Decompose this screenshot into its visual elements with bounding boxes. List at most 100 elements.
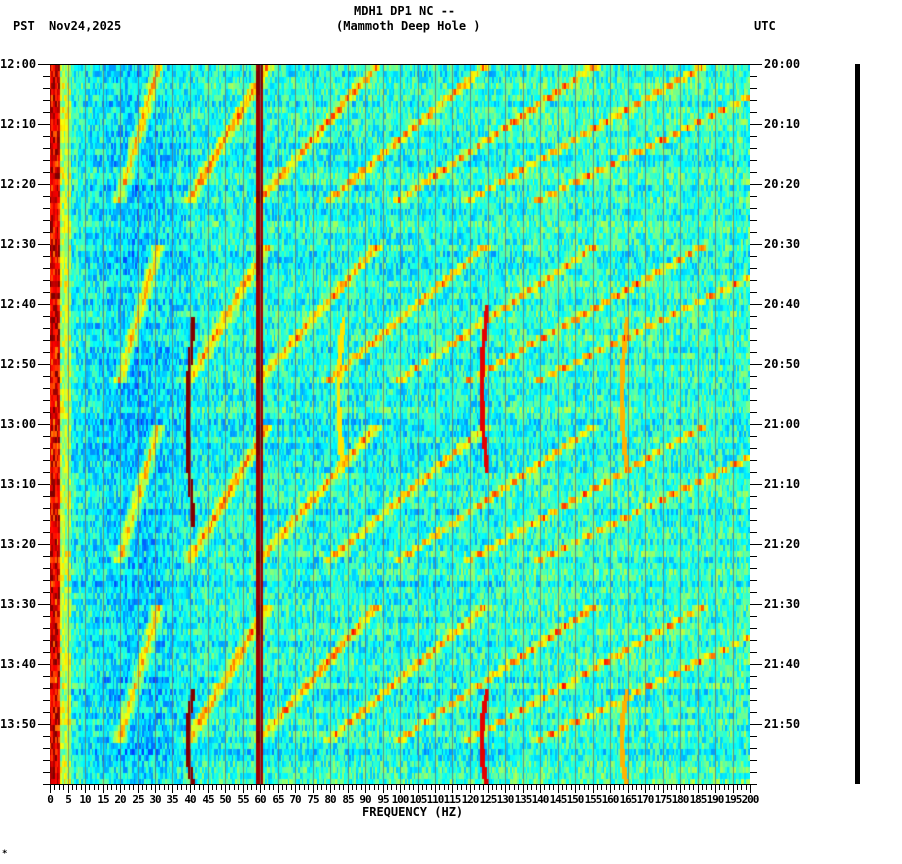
y-label-utc: 21:40	[764, 657, 801, 671]
x-tick	[444, 784, 445, 790]
x-tick	[282, 784, 283, 790]
x-tick	[76, 784, 77, 790]
x-tick	[488, 784, 489, 793]
y-tick-left	[43, 328, 50, 329]
y-tick-right	[750, 448, 757, 449]
x-tick	[426, 784, 427, 790]
y-tick-right	[750, 580, 757, 581]
y-tick-left	[43, 352, 50, 353]
x-tick	[260, 784, 261, 793]
x-tick	[348, 784, 349, 793]
x-tick	[649, 784, 650, 790]
x-tick	[129, 784, 130, 790]
x-tick	[597, 784, 598, 790]
y-label-utc: 21:20	[764, 537, 801, 551]
x-tick	[544, 784, 545, 790]
x-tick	[527, 784, 528, 790]
x-tick	[181, 784, 182, 790]
y-tick-right	[750, 532, 757, 533]
x-tick	[339, 784, 340, 790]
y-tick-left	[43, 268, 50, 269]
y-tick-left	[43, 316, 50, 317]
y-label-utc: 21:50	[764, 717, 801, 731]
y-tick-right	[750, 700, 757, 701]
x-tick	[269, 784, 270, 790]
y-label-pst: 12:30	[0, 237, 37, 251]
x-tick	[343, 784, 344, 790]
x-tick	[247, 784, 248, 790]
y-tick-left	[38, 244, 50, 245]
x-tick	[593, 784, 594, 793]
x-tick	[505, 784, 506, 793]
y-tick-left	[43, 712, 50, 713]
y-tick-right	[750, 88, 757, 89]
y-tick-left	[43, 676, 50, 677]
x-tick	[448, 784, 449, 790]
x-label: 75	[307, 793, 319, 806]
x-tick	[746, 784, 747, 790]
y-tick-left	[43, 688, 50, 689]
y-tick-left	[43, 400, 50, 401]
x-tick	[304, 784, 305, 790]
x-label: 170	[636, 793, 655, 806]
right-timezone: UTC	[754, 19, 776, 33]
x-label: 20	[114, 793, 126, 806]
y-label-pst: 12:20	[0, 177, 37, 191]
x-tick	[107, 784, 108, 790]
x-tick	[264, 784, 265, 790]
x-label: 150	[566, 793, 585, 806]
y-tick-right	[750, 376, 757, 377]
x-tick	[663, 784, 664, 793]
x-tick	[378, 784, 379, 790]
y-tick-left	[43, 208, 50, 209]
x-tick	[715, 784, 716, 793]
y-tick-left	[43, 580, 50, 581]
y-tick-left	[43, 628, 50, 629]
y-tick-right	[750, 304, 762, 305]
y-tick-right	[750, 760, 757, 761]
y-tick-right	[750, 496, 757, 497]
x-label: 180	[671, 793, 690, 806]
y-tick-left	[43, 472, 50, 473]
x-label: 10	[79, 793, 91, 806]
x-tick	[273, 784, 274, 790]
x-tick	[474, 784, 475, 790]
footer-mark: *	[2, 849, 8, 859]
x-label: 5	[65, 793, 72, 806]
y-tick-left	[43, 196, 50, 197]
y-tick-left	[38, 544, 50, 545]
x-label: 195	[724, 793, 743, 806]
x-tick	[203, 784, 204, 790]
y-tick-right	[750, 220, 757, 221]
y-tick-right	[750, 688, 757, 689]
y-label-pst: 13:50	[0, 717, 37, 731]
x-tick	[308, 784, 309, 790]
x-tick	[623, 784, 624, 790]
x-tick	[387, 784, 388, 790]
y-tick-left	[43, 532, 50, 533]
x-label: 70	[289, 793, 301, 806]
y-tick-right	[750, 472, 757, 473]
x-tick	[558, 784, 559, 793]
x-tick	[466, 784, 467, 790]
y-tick-left	[38, 64, 50, 65]
x-tick	[365, 784, 366, 793]
x-tick	[361, 784, 362, 790]
x-label: 105	[409, 793, 428, 806]
x-label: 145	[549, 793, 568, 806]
x-tick	[369, 784, 370, 790]
y-tick-left	[38, 484, 50, 485]
x-tick	[68, 784, 69, 793]
y-tick-left	[43, 172, 50, 173]
x-tick	[741, 784, 742, 790]
x-tick	[470, 784, 471, 793]
x-label: 115	[443, 793, 462, 806]
x-tick	[418, 784, 419, 793]
x-tick	[216, 784, 217, 790]
x-tick	[658, 784, 659, 790]
spectrogram-canvas	[50, 65, 750, 785]
x-label: 155	[584, 793, 603, 806]
y-tick-right	[750, 652, 757, 653]
y-tick-right	[750, 268, 757, 269]
y-tick-left	[38, 664, 50, 665]
